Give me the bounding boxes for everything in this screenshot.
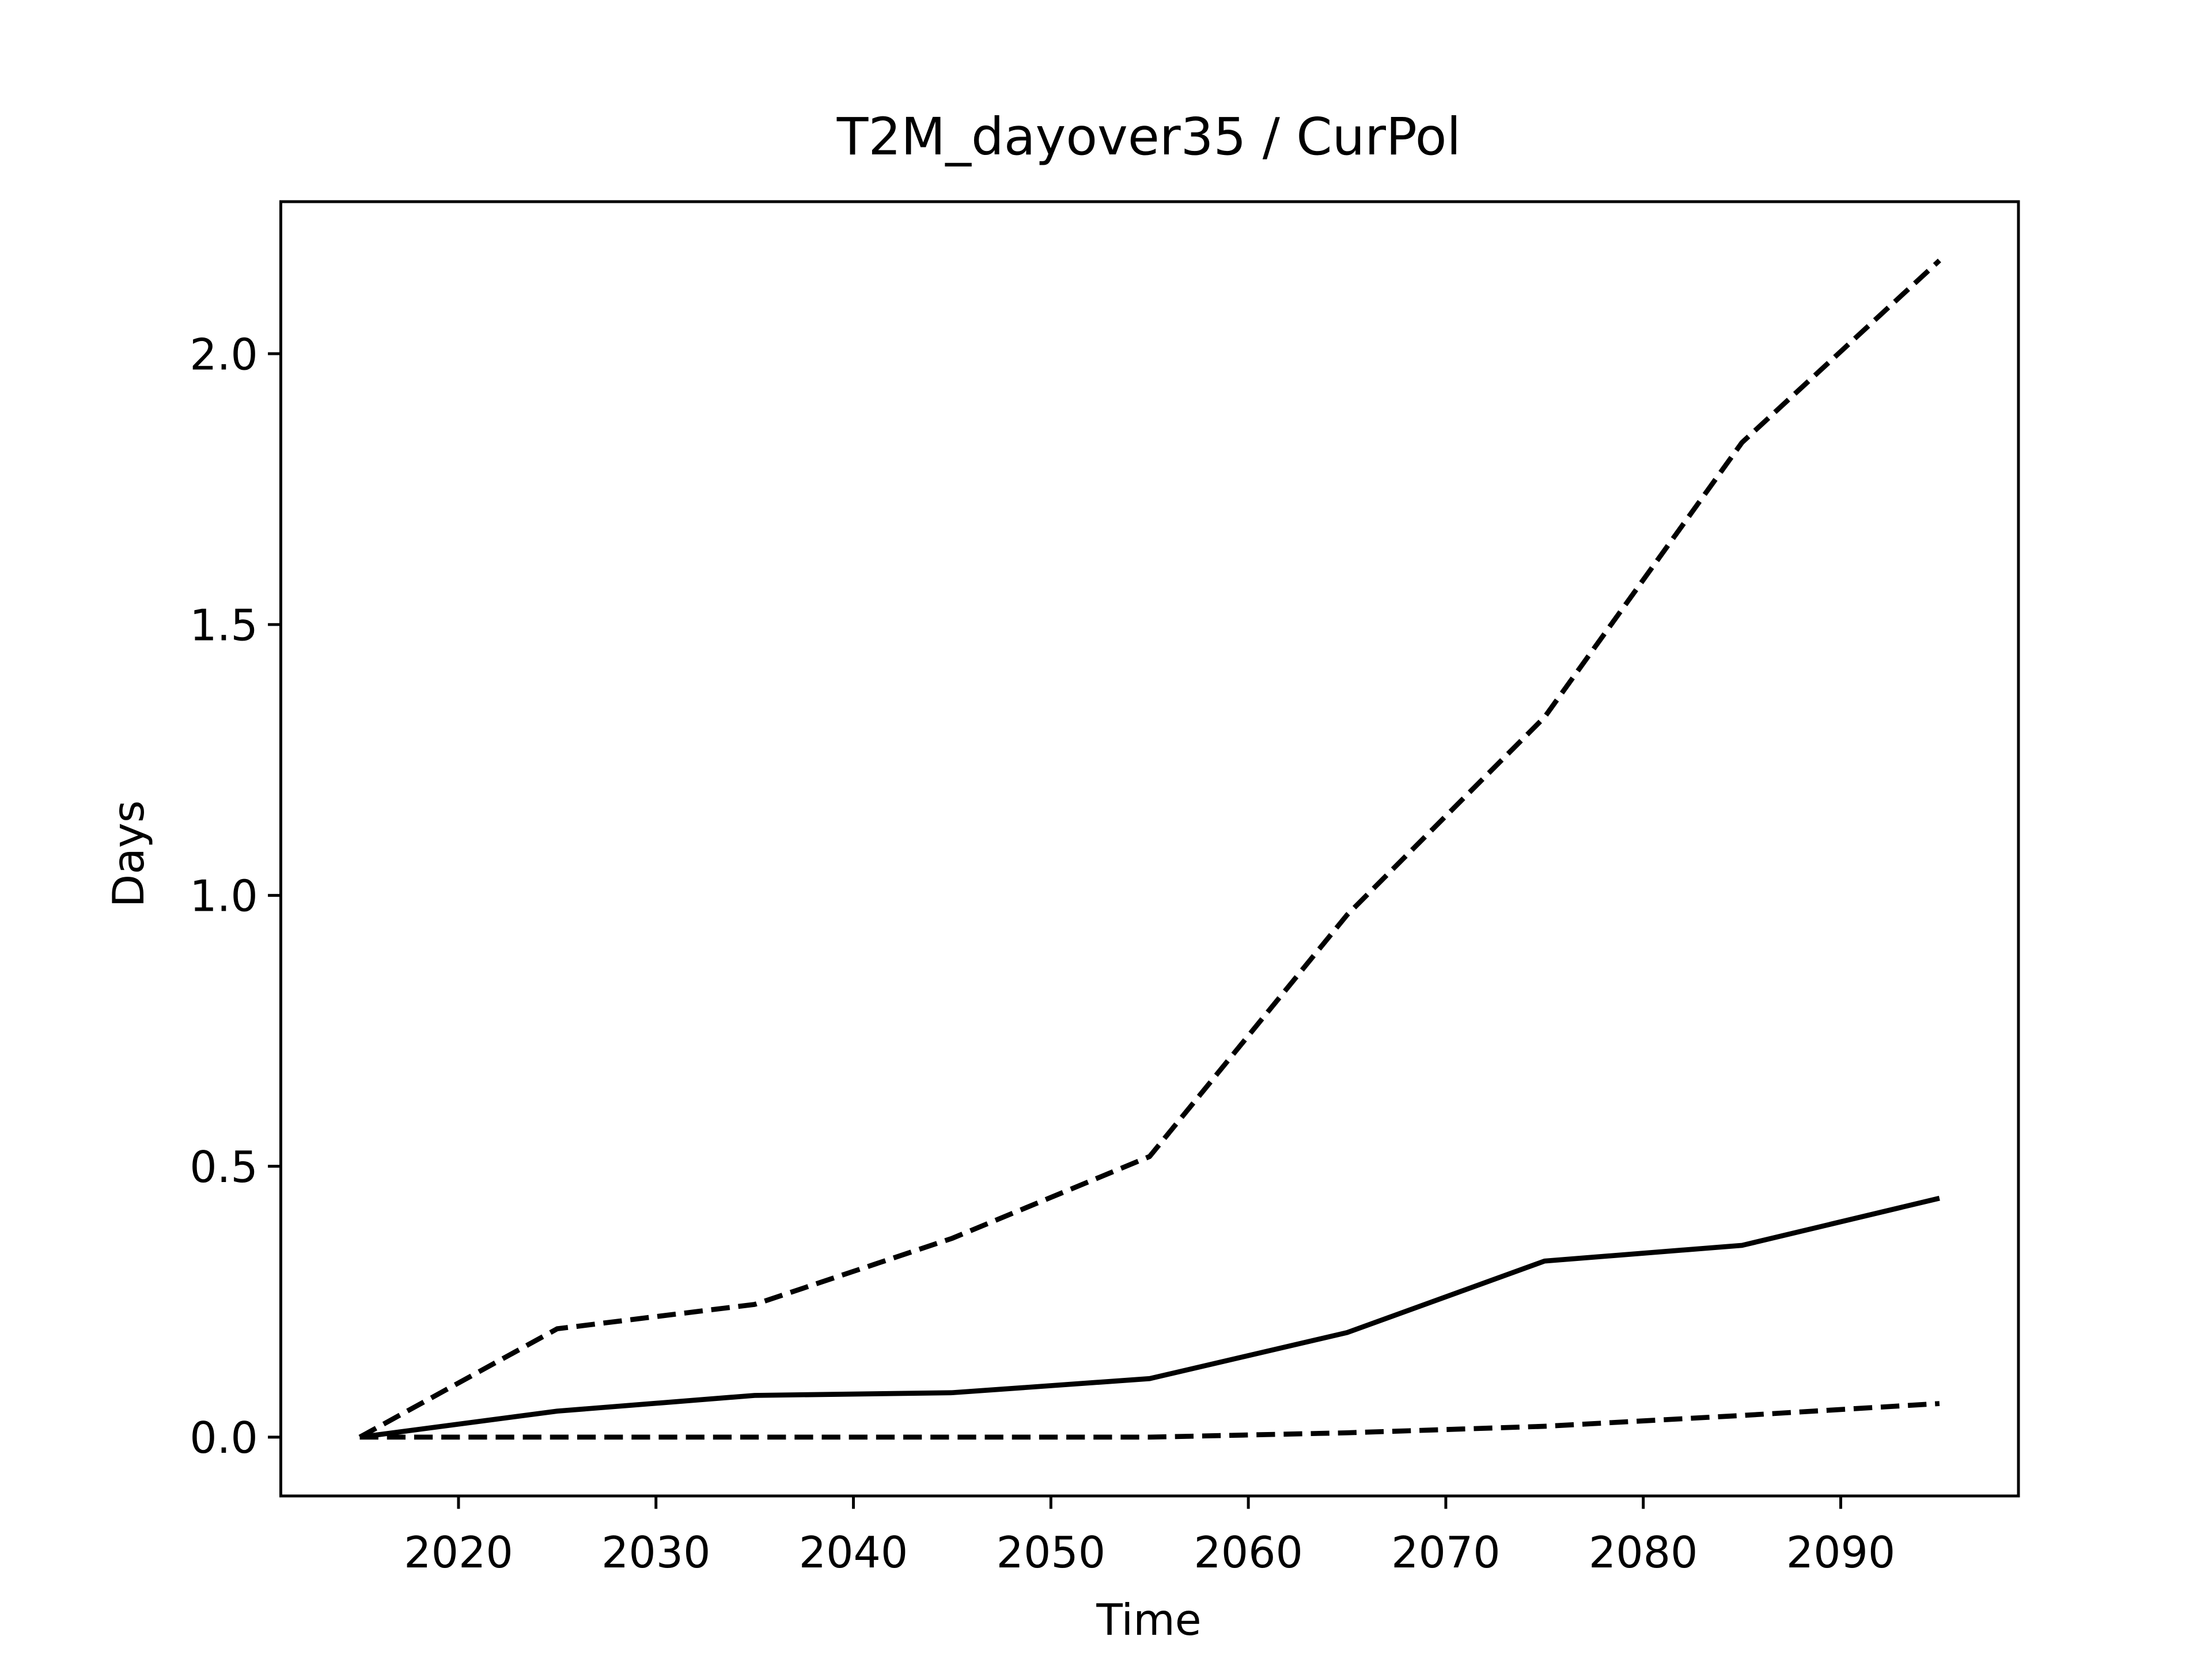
chart-title: T2M_dayover35 / CurPol bbox=[836, 107, 1461, 167]
plot-frame bbox=[279, 200, 2020, 1498]
x-tick-label: 2020 bbox=[404, 1528, 513, 1578]
x-axis-label: Time bbox=[1096, 1595, 1201, 1645]
y-axis-label: Days bbox=[104, 800, 154, 907]
x-tick-label: 2050 bbox=[997, 1528, 1106, 1578]
y-tick-label: 1.0 bbox=[190, 872, 257, 922]
x-tick-label: 2080 bbox=[1589, 1528, 1698, 1578]
line-series bbox=[358, 259, 1941, 1440]
line-series bbox=[359, 1195, 1940, 1440]
y-tick-label: 0.0 bbox=[190, 1413, 257, 1463]
y-tick-label: 0.5 bbox=[190, 1142, 257, 1192]
x-tick-label: 2070 bbox=[1391, 1528, 1501, 1578]
line-series bbox=[359, 1401, 1940, 1440]
x-tick-label: 2060 bbox=[1194, 1528, 1303, 1578]
x-tick-label: 2030 bbox=[601, 1528, 711, 1578]
y-tick-label: 2.0 bbox=[190, 329, 257, 380]
y-tick-label: 1.5 bbox=[190, 600, 257, 650]
x-tick-label: 2040 bbox=[799, 1528, 908, 1578]
x-tick-label: 2090 bbox=[1786, 1528, 1896, 1578]
